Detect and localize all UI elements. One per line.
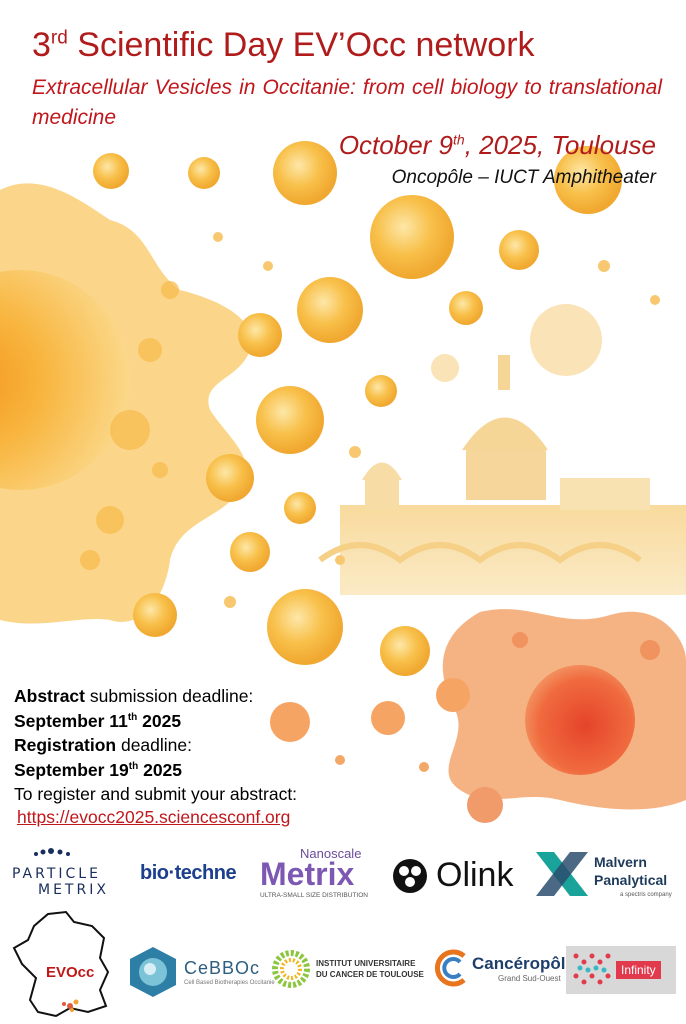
registration-link[interactable]: https://evocc2025.sciencesconf.org — [17, 807, 291, 827]
iuct-line2: DU CANCER DE TOULOUSE — [316, 970, 424, 979]
registration-deadline-label: Registration deadline: — [14, 735, 193, 756]
malvern-label: Malvern — [594, 854, 647, 870]
deadlines-block: Abstract submission deadline: September … — [14, 684, 297, 807]
page-subtitle: Extracellular Vesicles in Occitanie: fro… — [32, 76, 662, 129]
evocc-label: EVOcc — [46, 964, 95, 981]
page-title: 3rd Scientific Day EV’Occ network — [32, 26, 535, 64]
evocc-logo: EVOcc — [8, 908, 118, 1020]
abstract-deadline-date: September 11th 2025 — [14, 710, 182, 731]
olink-icon — [393, 858, 427, 893]
dots-icon — [34, 848, 70, 856]
infinity-logo: Infinity — [566, 946, 676, 994]
nanoscale-metrix-logo: Nanoscale Metrix ULTRA-SMALL SIZE DISTRI… — [258, 846, 373, 902]
abstract-deadline-label: Abstract submission deadline: — [14, 686, 254, 706]
event-venue: Oncopôle – IUCT Amphitheater — [391, 167, 656, 188]
metrix-label: Metrix — [260, 856, 355, 892]
registration-deadline-date: September 19th 2025 — [14, 759, 183, 780]
particle-metrix-line1: PARTICLE — [12, 866, 101, 882]
infinity-label: Infinity — [616, 961, 661, 979]
event-date: October 9th, 2025, Toulouse — [338, 130, 656, 160]
canceropole-logo: Cancéropôle Grand Sud-Ouest — [432, 948, 575, 988]
panalytical-label: Panalytical — [594, 872, 668, 888]
canceropole-tagline: Grand Sud-Ouest — [498, 973, 561, 983]
cebboc-label: CeBBOc — [184, 958, 261, 978]
particle-metrix-logo: PARTICLE METRIX — [12, 846, 127, 898]
vesicle-illustration — [0, 141, 686, 823]
vesicles — [93, 141, 660, 772]
olink-logo: Olink — [392, 856, 513, 895]
right-cell — [442, 609, 686, 823]
canceropole-arc-icon — [434, 949, 466, 987]
left-cell — [0, 183, 252, 624]
malvern-panalytical-logo: Malvern Panalytical a spectris company — [534, 850, 684, 902]
toulouse-skyline — [318, 355, 686, 595]
france-map-icon — [12, 910, 110, 1018]
biotechne-logo: bio·techne — [140, 862, 237, 884]
canceropole-label: Cancéropôle — [472, 953, 575, 973]
malvern-x-icon — [536, 852, 588, 896]
olink-label: Olink — [436, 856, 514, 894]
iuct-line1: INSTITUT UNIVERSITAIRE — [316, 959, 416, 968]
cebboc-tagline: Cell Based Biotherapies Occitanie — [184, 980, 275, 986]
nanoscale-label: Nanoscale — [300, 846, 362, 861]
iuct-sun-icon — [272, 950, 310, 988]
particle-metrix-line2: METRIX — [38, 882, 109, 898]
cebboc-logo: CeBBOc Cell Based Biotherapies Occitanie — [128, 944, 276, 1000]
register-cta: To register and submit your abstract: — [14, 784, 298, 805]
infinity-pattern-icon — [573, 953, 611, 985]
metrix-tagline: ULTRA-SMALL SIZE DISTRIBUTION — [260, 892, 368, 899]
malvern-tagline: a spectris company — [620, 892, 672, 898]
cebboc-hexagon-icon — [130, 947, 176, 997]
iuct-logo: INSTITUT UNIVERSITAIRE DU CANCER DE TOUL… — [270, 948, 424, 990]
